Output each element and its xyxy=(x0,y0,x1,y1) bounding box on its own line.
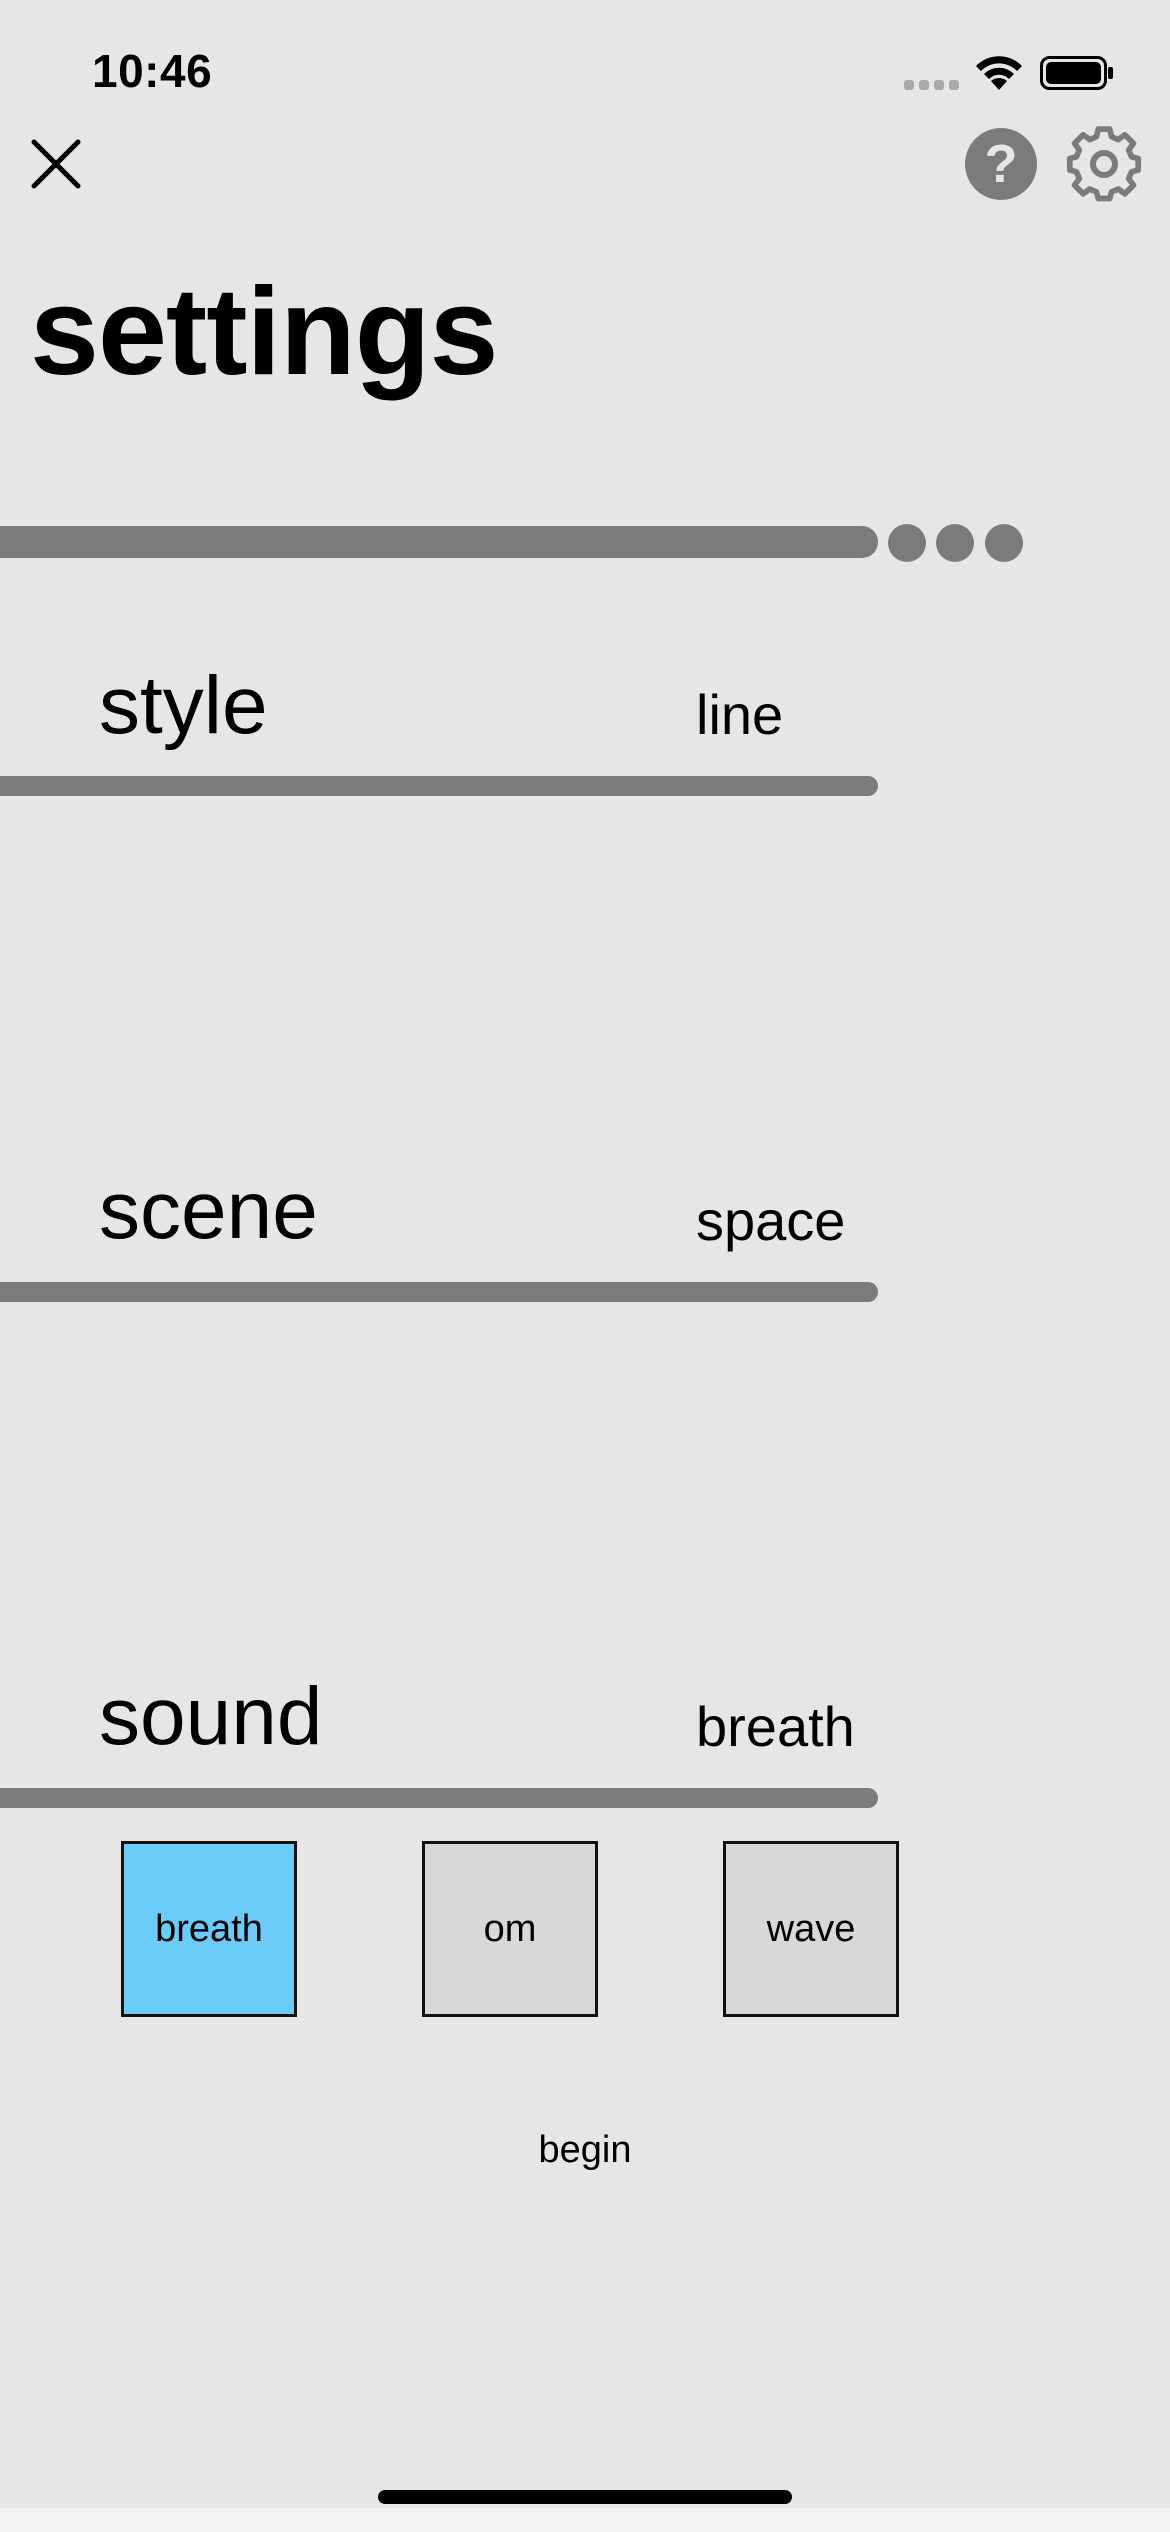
progress-bar xyxy=(0,526,878,558)
scene-label[interactable]: scene xyxy=(99,1165,318,1256)
sound-divider xyxy=(0,1788,878,1808)
status-time: 10:46 xyxy=(92,45,213,97)
sound-option-breath[interactable]: breath xyxy=(121,1841,297,2017)
sound-label[interactable]: sound xyxy=(99,1671,323,1762)
style-value[interactable]: line xyxy=(696,683,784,746)
sound-option-om[interactable]: om xyxy=(422,1841,598,2017)
style-label[interactable]: style xyxy=(99,660,268,751)
wifi-icon xyxy=(976,56,1022,90)
close-icon[interactable] xyxy=(28,136,84,192)
battery-icon xyxy=(1040,56,1113,90)
begin-button[interactable]: begin xyxy=(538,2129,632,2171)
scene-value[interactable]: space xyxy=(696,1189,846,1252)
style-divider xyxy=(0,776,878,796)
sound-value[interactable]: breath xyxy=(696,1695,855,1758)
cellular-signal-icon xyxy=(904,80,960,90)
progress-dot xyxy=(888,524,926,562)
home-indicator[interactable] xyxy=(378,2490,792,2504)
sound-option-wave[interactable]: wave xyxy=(723,1841,899,2017)
page-title: settings xyxy=(30,263,498,401)
progress-dot xyxy=(985,524,1023,562)
scene-divider xyxy=(0,1282,878,1302)
help-button[interactable]: ? xyxy=(965,128,1037,200)
gear-icon[interactable] xyxy=(1066,126,1142,202)
progress-dot xyxy=(936,524,974,562)
